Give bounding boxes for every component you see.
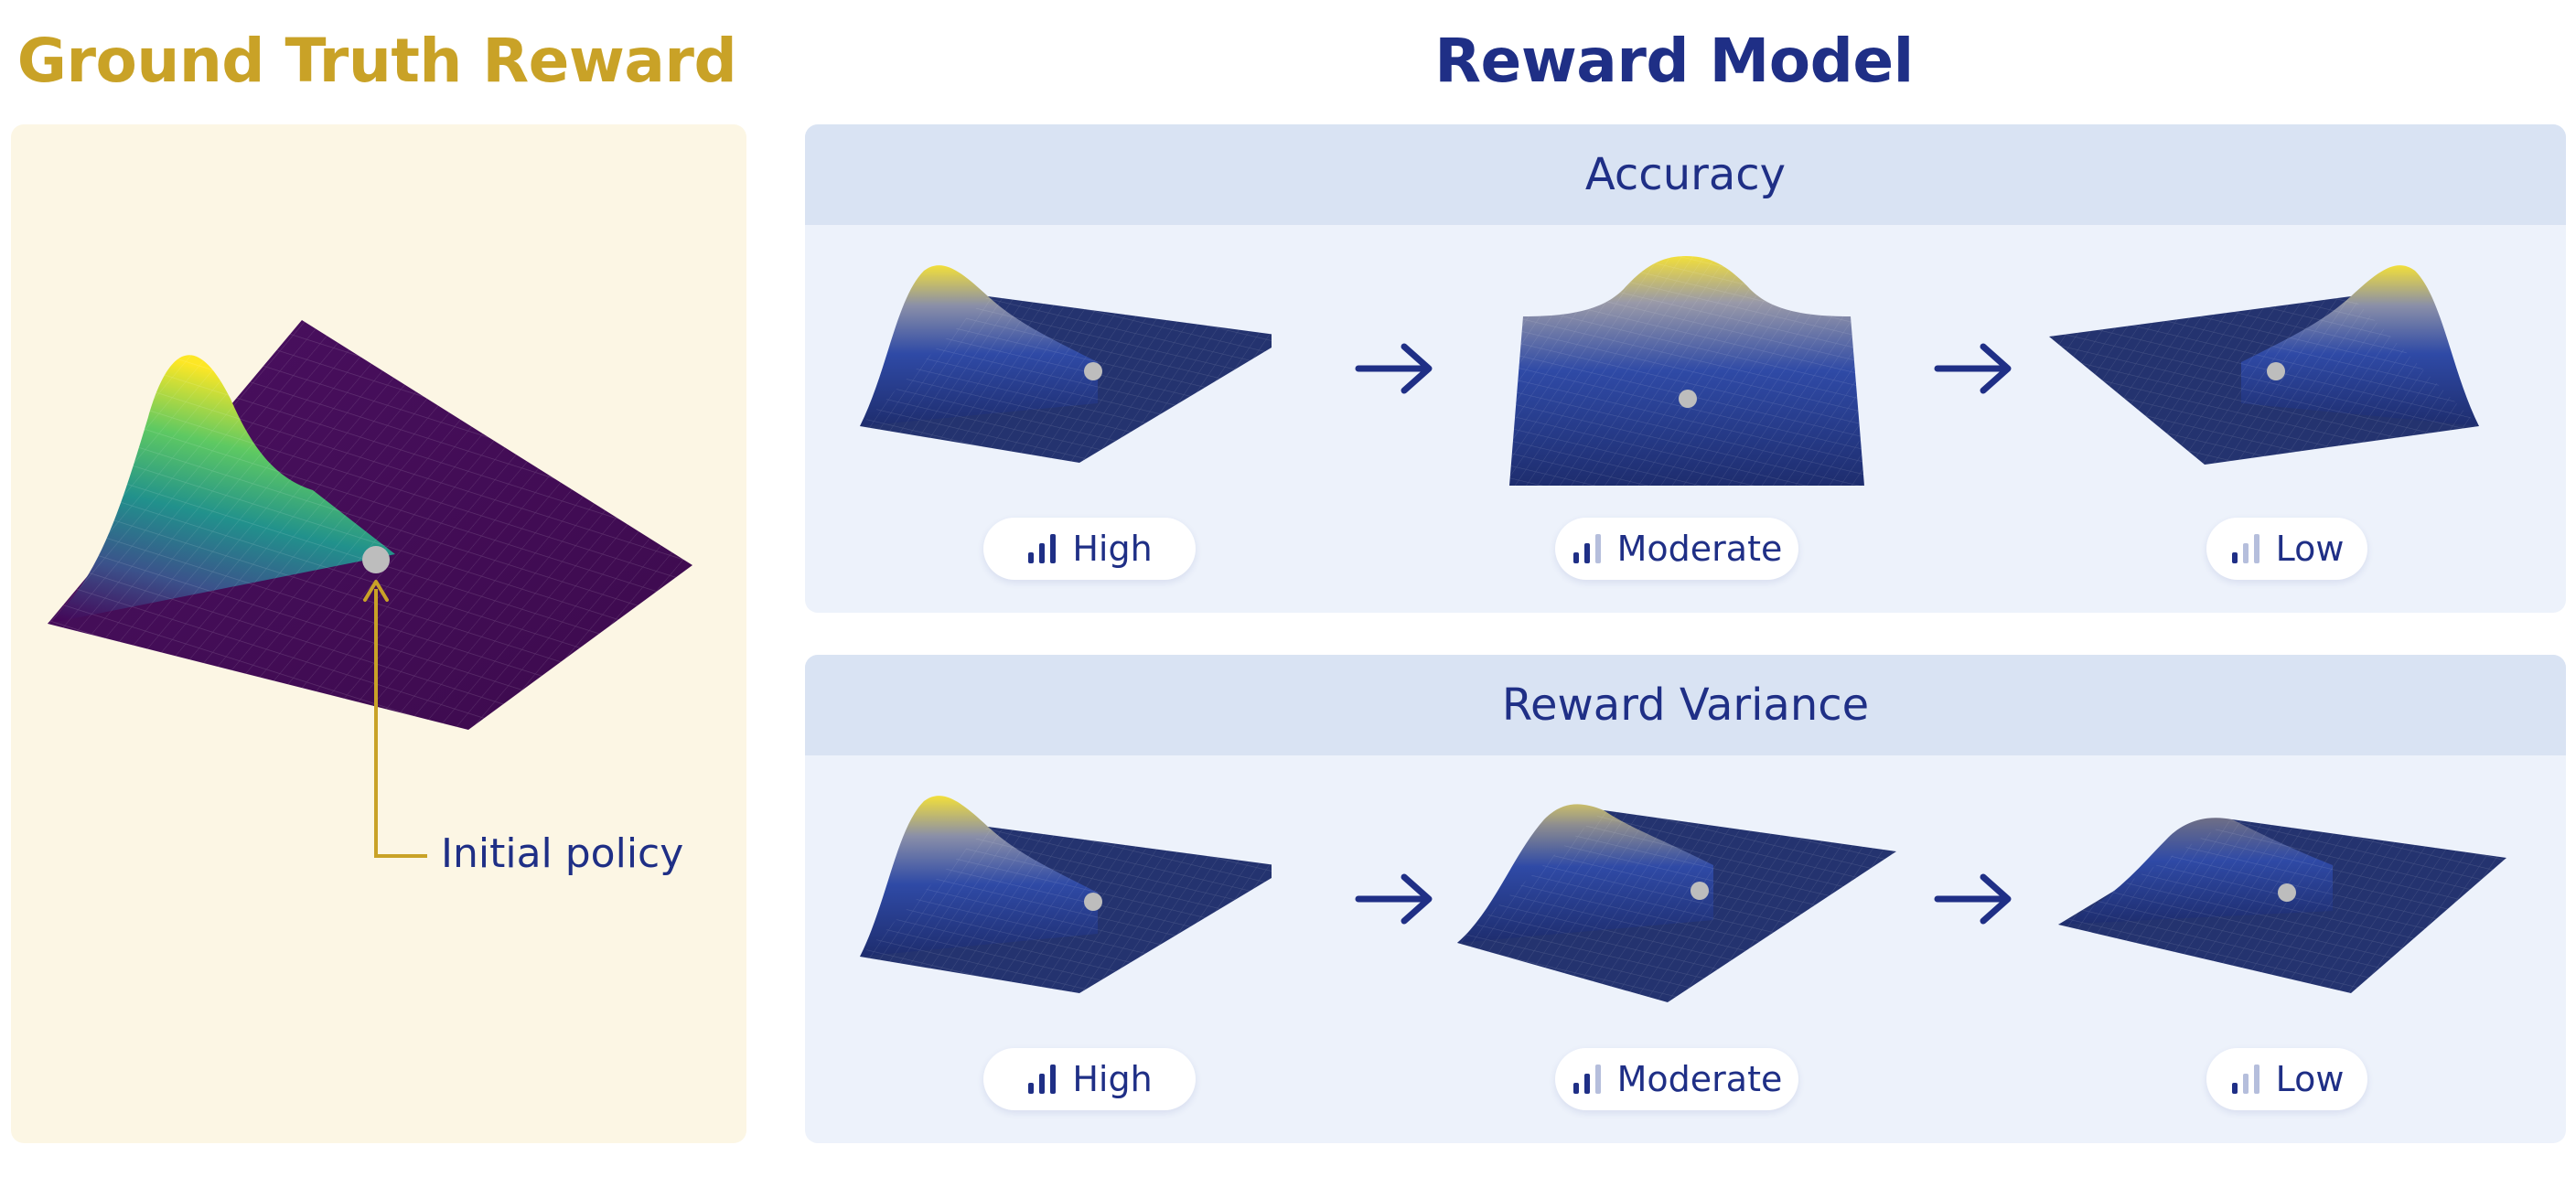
accuracy-moderate-pill: Moderate (1555, 518, 1798, 580)
level-label: Low (2275, 1059, 2345, 1099)
variance-high-pill: High (983, 1048, 1196, 1110)
accuracy-high-pill: High (983, 518, 1196, 580)
accuracy-arrow-2 (1934, 343, 2012, 394)
signal-bars-icon (2231, 1065, 2259, 1094)
level-label: Moderate (1616, 529, 1783, 569)
ground-truth-title: Ground Truth Reward (16, 26, 737, 96)
ground-truth-surface (48, 320, 692, 858)
callout-line (374, 589, 427, 858)
level-label: High (1072, 529, 1153, 569)
accuracy-low-surface (2049, 265, 2479, 465)
variance-low-pill: Low (2206, 1048, 2367, 1110)
accuracy-arrow-1 (1355, 343, 1433, 394)
reward-model-title: Reward Model (1434, 26, 1914, 96)
initial-policy-label: Initial policy (441, 830, 684, 877)
signal-bars-icon (1028, 1065, 1057, 1094)
variance-moderate-surface (1457, 804, 1896, 1002)
variance-high-surface (860, 796, 1272, 993)
variance-moderate-pill: Moderate (1555, 1048, 1798, 1110)
variance-low-surface (2058, 818, 2506, 993)
level-label: Low (2275, 529, 2345, 569)
accuracy-header: Accuracy (805, 124, 2566, 225)
accuracy-panel: Accuracy (805, 124, 2566, 613)
variance-arrow-2 (1934, 873, 2012, 925)
initial-policy-marker (362, 546, 390, 573)
signal-bars-icon (1028, 534, 1057, 563)
variance-arrow-1 (1355, 873, 1433, 925)
signal-bars-icon (2231, 534, 2259, 563)
accuracy-high-surface (860, 265, 1272, 463)
accuracy-low-pill: Low (2206, 518, 2367, 580)
callout-arrowhead (363, 580, 389, 602)
signal-bars-icon (1572, 1065, 1601, 1094)
accuracy-moderate-surface (1509, 256, 1864, 486)
signal-bars-icon (1572, 534, 1601, 563)
level-label: Moderate (1616, 1059, 1783, 1099)
ground-truth-panel: Initial policy (11, 124, 746, 1143)
level-label: High (1072, 1059, 1153, 1099)
reward-variance-header: Reward Variance (805, 655, 2566, 755)
reward-variance-panel: Reward Variance (805, 655, 2566, 1143)
